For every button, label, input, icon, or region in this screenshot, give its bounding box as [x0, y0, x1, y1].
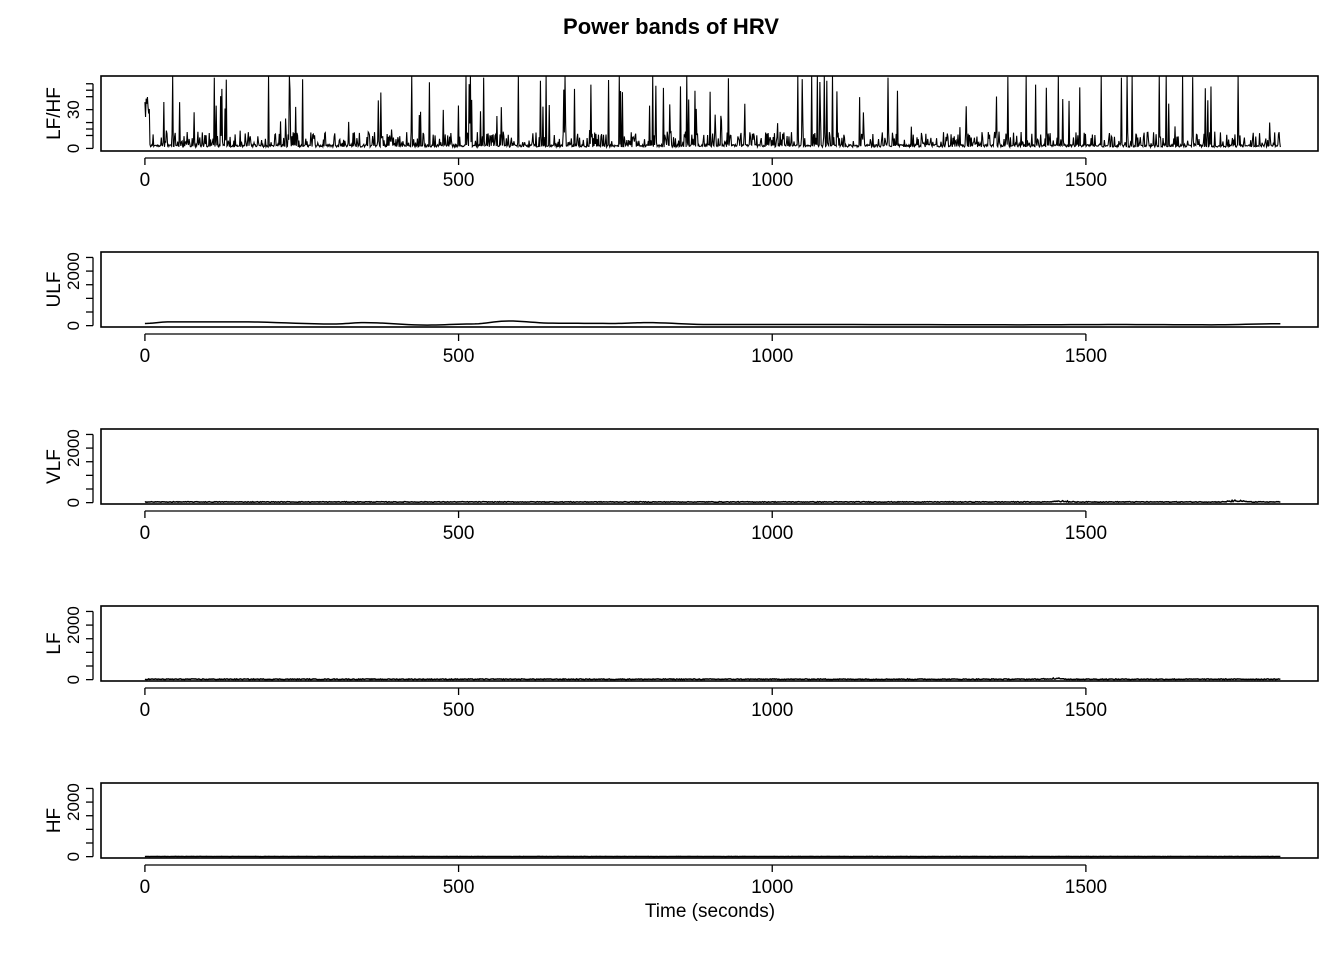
- y-tick-label: 0: [64, 498, 83, 507]
- x-tick-label: 0: [140, 170, 151, 191]
- plot-frame: [100, 75, 1319, 152]
- y-axis-title: ULF: [44, 272, 65, 308]
- x-tick-label: 1000: [751, 346, 793, 367]
- x-tick-label: 1500: [1065, 346, 1107, 367]
- x-tick-label: 1000: [751, 523, 793, 544]
- x-tick-label: 1500: [1065, 523, 1107, 544]
- x-tick-label: 500: [443, 877, 475, 898]
- y-tick-label: 0: [64, 675, 83, 684]
- y-tick-label: 30: [64, 100, 83, 119]
- series-line: [144, 499, 1281, 504]
- x-tick-label: 0: [140, 523, 151, 544]
- y-tick-label: 0: [64, 144, 83, 153]
- series-line: [144, 75, 1281, 150]
- x-tick-label: 500: [443, 700, 475, 721]
- x-tick-label: 500: [443, 346, 475, 367]
- y-tick-label: 2000: [64, 429, 83, 467]
- plot-frame: [100, 605, 1319, 682]
- x-tick-label: 0: [140, 346, 151, 367]
- plot-frame: [100, 428, 1319, 505]
- y-axis-title: HF: [44, 808, 65, 833]
- x-tick-label: 1000: [751, 877, 793, 898]
- x-tick-label: 500: [443, 170, 475, 191]
- y-tick-label: 2000: [64, 783, 83, 821]
- x-tick-label: 1500: [1065, 170, 1107, 191]
- plot-frame: [100, 782, 1319, 859]
- x-tick-label: 1000: [751, 170, 793, 191]
- y-tick-label: 0: [64, 321, 83, 330]
- y-axis-title: LF: [44, 632, 65, 654]
- y-tick-label: 0: [64, 852, 83, 861]
- y-tick-label: 2000: [64, 252, 83, 290]
- series-line: [144, 320, 1281, 326]
- x-tick-label: 0: [140, 700, 151, 721]
- series-line: [144, 676, 1281, 681]
- x-tick-label: 1500: [1065, 877, 1107, 898]
- y-axis-title: LF/HF: [44, 87, 65, 140]
- x-tick-label: 1500: [1065, 700, 1107, 721]
- y-tick-label: 2000: [64, 606, 83, 644]
- chart-title: Power bands of HRV: [563, 14, 779, 39]
- x-tick-label: 0: [140, 877, 151, 898]
- x-tick-label: 500: [443, 523, 475, 544]
- x-tick-label: 1000: [751, 700, 793, 721]
- y-axis-title: VLF: [44, 449, 65, 484]
- plot-frame: [100, 251, 1319, 328]
- x-axis-title: Time (seconds): [645, 901, 775, 922]
